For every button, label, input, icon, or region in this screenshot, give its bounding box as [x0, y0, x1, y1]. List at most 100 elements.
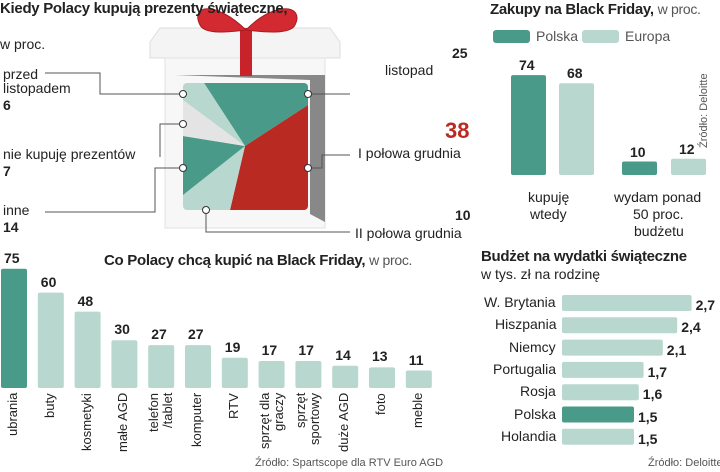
category-label: Rosja [520, 383, 556, 400]
slice-label: inne [3, 202, 30, 218]
category-label: sportowy [307, 392, 323, 445]
slice-label: nie kupuję prezentów [3, 146, 136, 162]
category-label: kupuję [528, 189, 570, 205]
bar [369, 367, 395, 388]
leader-line [205, 210, 350, 233]
slice-label: listopad [385, 62, 434, 78]
pie-marker [179, 90, 187, 98]
bar-value: 75 [4, 249, 20, 266]
bar-value: 1,5 [638, 408, 658, 425]
slice-value: 38 [445, 118, 470, 143]
pie-slice [183, 83, 245, 146]
bar [148, 345, 175, 388]
bar-value: 48 [77, 292, 94, 309]
bar-value: 2,1 [666, 341, 687, 358]
category-label: komputer [189, 392, 204, 447]
category-label: Polska [514, 405, 557, 422]
leader-line [308, 154, 350, 169]
bar-value: 1,6 [642, 386, 663, 403]
bar-value: 74 [519, 57, 535, 74]
slice-label: listopadem [3, 80, 71, 96]
bar [37, 292, 64, 388]
bar-value: 30 [114, 321, 130, 338]
bar-value: 2,4 [681, 319, 701, 336]
category-label: wtedy [530, 206, 567, 222]
bar [559, 83, 594, 175]
category-label: W. Brytania [484, 294, 556, 310]
pie-marker [179, 164, 187, 172]
bar-value: 68 [567, 65, 583, 82]
category-label: /tablet [160, 392, 176, 428]
bar-value: 1,5 [638, 430, 658, 447]
bar [221, 357, 248, 388]
bar [258, 360, 285, 388]
bar-value: 60 [40, 273, 57, 290]
pie-slice [183, 146, 245, 210]
bar [562, 339, 663, 356]
bar-value: 11 [408, 351, 424, 368]
bar [111, 340, 138, 388]
leader-line [45, 167, 183, 213]
category-label: meble [409, 392, 425, 428]
slice-label: przed [3, 66, 39, 82]
pie-slice [183, 136, 245, 195]
category-label: duże AGD [336, 392, 352, 452]
category-label: telefon [146, 392, 162, 432]
slice-value: 25 [452, 45, 468, 61]
slice-value: 6 [3, 97, 11, 113]
category-label: Portugalia [493, 360, 557, 377]
chart4-title: Budżet na wydatki świąteczne [481, 248, 687, 265]
chart4-subtitle: w tys. zł na rodzinę [481, 266, 601, 282]
bar [295, 360, 322, 388]
chart3-source: Źródło: Spartscope dla RTV Euro AGD [255, 457, 444, 469]
chart3-title: Co Polacy chcą kupić na Black Friday, w … [104, 252, 413, 269]
pie-marker [179, 120, 187, 128]
bar [562, 361, 644, 378]
category-label: Holandia [501, 427, 557, 444]
bar [622, 161, 657, 175]
bar [562, 428, 634, 445]
category-label: buty [41, 393, 57, 418]
chart2-title: Zakupy na Black Friday, w proc. [490, 1, 701, 18]
pie-title: Kiedy Polacy kupują prezenty świąteczne, [0, 0, 288, 17]
category-label: RTV [225, 393, 241, 419]
bar-value: 13 [372, 348, 388, 365]
pie-slice [204, 83, 308, 146]
bar-value: 19 [224, 338, 241, 355]
category-label: wydam ponad [614, 189, 702, 205]
bar [74, 311, 101, 388]
pie-slice [230, 105, 308, 210]
chart4-source: Źródło: Deloitte [648, 457, 720, 469]
slice-value: 10 [455, 207, 471, 223]
bar-value: 27 [188, 326, 204, 343]
category-label: kosmetyki [78, 393, 94, 451]
pie-subtitle: w proc. [0, 36, 46, 52]
category-label: 50 proc. [633, 206, 684, 222]
category-label: sprzęt dla [256, 392, 272, 449]
bar-value: 27 [151, 326, 167, 343]
bar-value: 12 [679, 140, 695, 157]
category-label: małe AGD [115, 392, 131, 452]
legend-swatch-europa [582, 30, 619, 43]
pie-marker [304, 90, 312, 98]
gift-box-shadow [175, 75, 325, 222]
bar [671, 158, 706, 175]
bar-value: 17 [298, 341, 314, 358]
bar [562, 384, 639, 401]
category-label: Niemcy [509, 338, 556, 355]
bar [511, 75, 546, 175]
leader-line [159, 123, 183, 157]
category-label: ubrania [5, 392, 20, 436]
bar [562, 317, 678, 334]
slice-label: I połowa grudnia [358, 145, 461, 161]
slice-value: 7 [3, 163, 11, 179]
bar [332, 365, 359, 388]
slice-value: 14 [3, 219, 19, 235]
bar [185, 345, 211, 388]
legend-swatch-polska [493, 30, 530, 43]
chart2-source: Źródło: Deloitte [698, 73, 710, 148]
bar-value: 10 [630, 143, 646, 160]
bar [562, 406, 634, 423]
legend-label-europa: Europa [625, 28, 671, 44]
